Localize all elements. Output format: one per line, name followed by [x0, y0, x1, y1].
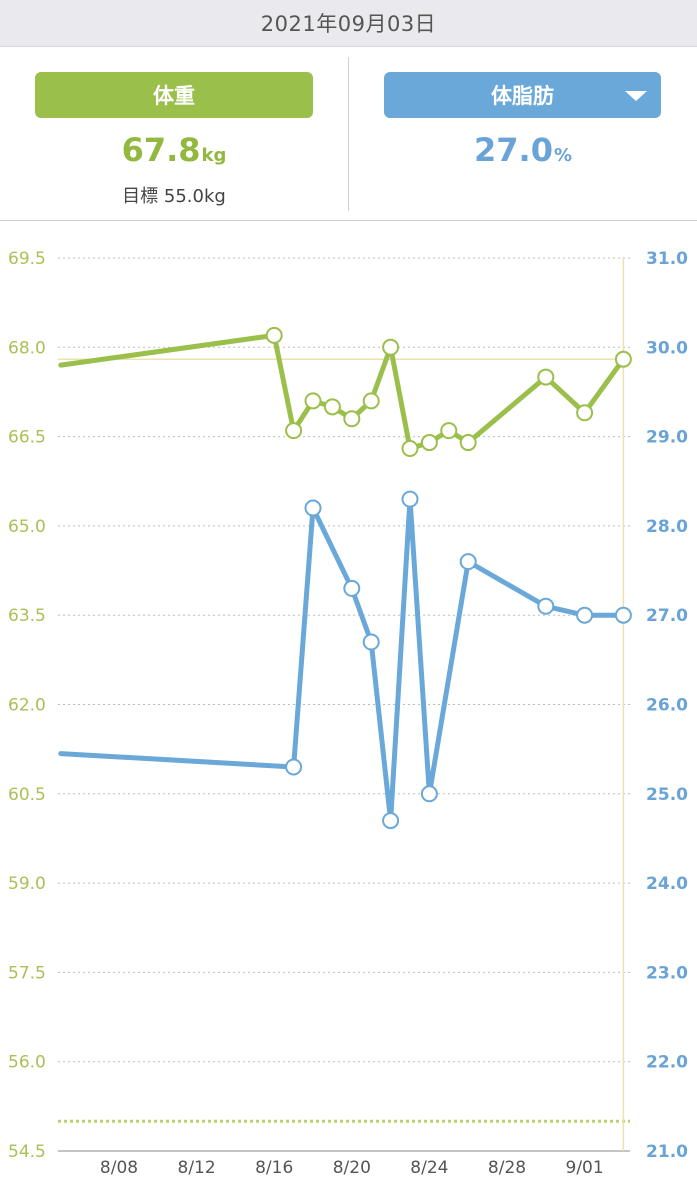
weight-data-point [362, 392, 380, 410]
bodyfat-data-point [576, 606, 594, 624]
bodyfat-data-point [537, 597, 555, 615]
weight-button-label: 体重 [153, 84, 195, 108]
summary-panel: 体重 67.8kg 目標 55.0kg 体脂肪 27.0% [0, 47, 697, 221]
bodyfat-data-point [304, 499, 322, 517]
left-axis-tick-label: 65.0 [8, 517, 46, 537]
weight-data-point [343, 410, 361, 428]
weight-unit: kg [201, 145, 227, 166]
right-axis-tick-label: 31.0 [646, 249, 688, 269]
bodyfat-data-point [614, 606, 632, 624]
weight-data-point [285, 422, 303, 440]
x-axis-tick-label: 8/12 [178, 1158, 216, 1178]
right-axis-tick-label: 23.0 [646, 963, 688, 983]
left-axis-tick-label: 69.5 [8, 249, 46, 269]
panel-divider [348, 57, 349, 211]
x-axis-tick-label: 8/20 [333, 1158, 371, 1178]
left-axis-tick-label: 63.5 [8, 606, 46, 626]
x-axis-tick-label: 8/08 [100, 1158, 138, 1178]
weight-data-point [440, 422, 458, 440]
bodyfat-dropdown-button[interactable]: 体脂肪 [384, 72, 661, 118]
bodyfat-value: 27.0% [349, 131, 697, 169]
left-axis-tick-label: 68.0 [8, 338, 46, 358]
weight-bodyfat-chart[interactable]: 69.5 31.0 68.0 30.0 66.5 29.0 65.0 28.0 63.5 27.0… [0, 222, 697, 1200]
right-axis-tick-label: 29.0 [646, 428, 688, 448]
weight-data-point [537, 368, 555, 386]
triangle-down-icon [625, 91, 647, 101]
bodyfat-data-point [285, 758, 303, 776]
left-axis-tick-label: 59.0 [8, 874, 46, 894]
bodyfat-series-line [58, 496, 626, 824]
bodyfat-data-point [459, 553, 477, 571]
left-axis-tick-label: 60.5 [8, 785, 46, 805]
left-axis-tick-label: 62.0 [8, 696, 46, 716]
x-axis-tick-label: 8/24 [410, 1158, 448, 1178]
bodyfat-data-point [420, 785, 438, 803]
weight-data-point [459, 434, 477, 452]
left-axis-tick-label: 66.5 [8, 428, 46, 448]
right-axis-tick-label: 22.0 [646, 1053, 688, 1073]
right-axis-tick-label: 30.0 [646, 338, 688, 358]
right-axis-tick-label: 25.0 [646, 785, 688, 805]
right-axis-tick-label: 21.0 [646, 1142, 688, 1162]
right-axis-tick-label: 27.0 [646, 606, 688, 626]
weight-value: 67.8kg [0, 131, 348, 169]
right-axis-tick-label: 26.0 [646, 696, 688, 716]
weight-series-line [58, 332, 626, 452]
weight-data-point [401, 440, 419, 458]
bodyfat-button-label: 体脂肪 [491, 84, 554, 108]
date-header: 2021年09月03日 [0, 0, 697, 47]
weight-data-point [420, 434, 438, 452]
weight-number: 67.8 [121, 131, 201, 169]
bodyfat-data-point [401, 490, 419, 508]
weight-data-point [323, 398, 341, 416]
weight-data-point [576, 404, 594, 422]
weight-button[interactable]: 体重 [35, 72, 313, 118]
weight-data-point [265, 326, 283, 344]
bodyfat-unit: % [553, 145, 572, 166]
weight-data-point [614, 350, 632, 368]
x-axis-tick-label: 8/28 [488, 1158, 526, 1178]
bodyfat-number: 27.0 [474, 131, 553, 169]
weight-data-point [304, 392, 322, 410]
bodyfat-data-point [362, 633, 380, 651]
bodyfat-data-point [382, 812, 400, 830]
left-axis-tick-label: 56.0 [8, 1053, 46, 1073]
left-axis-tick-label: 57.5 [8, 963, 46, 983]
right-axis-tick-label: 28.0 [646, 517, 688, 537]
left-axis-tick-label: 54.5 [8, 1142, 46, 1162]
weight-data-point [382, 338, 400, 356]
bodyfat-data-point [343, 579, 361, 597]
x-axis-tick-label: 8/16 [255, 1158, 293, 1178]
x-axis-tick-label: 9/01 [566, 1158, 604, 1178]
date-label: 2021年09月03日 [260, 12, 437, 36]
goal-weight-text: 目標 55.0kg [122, 186, 226, 207]
right-axis-tick-label: 24.0 [646, 874, 688, 894]
